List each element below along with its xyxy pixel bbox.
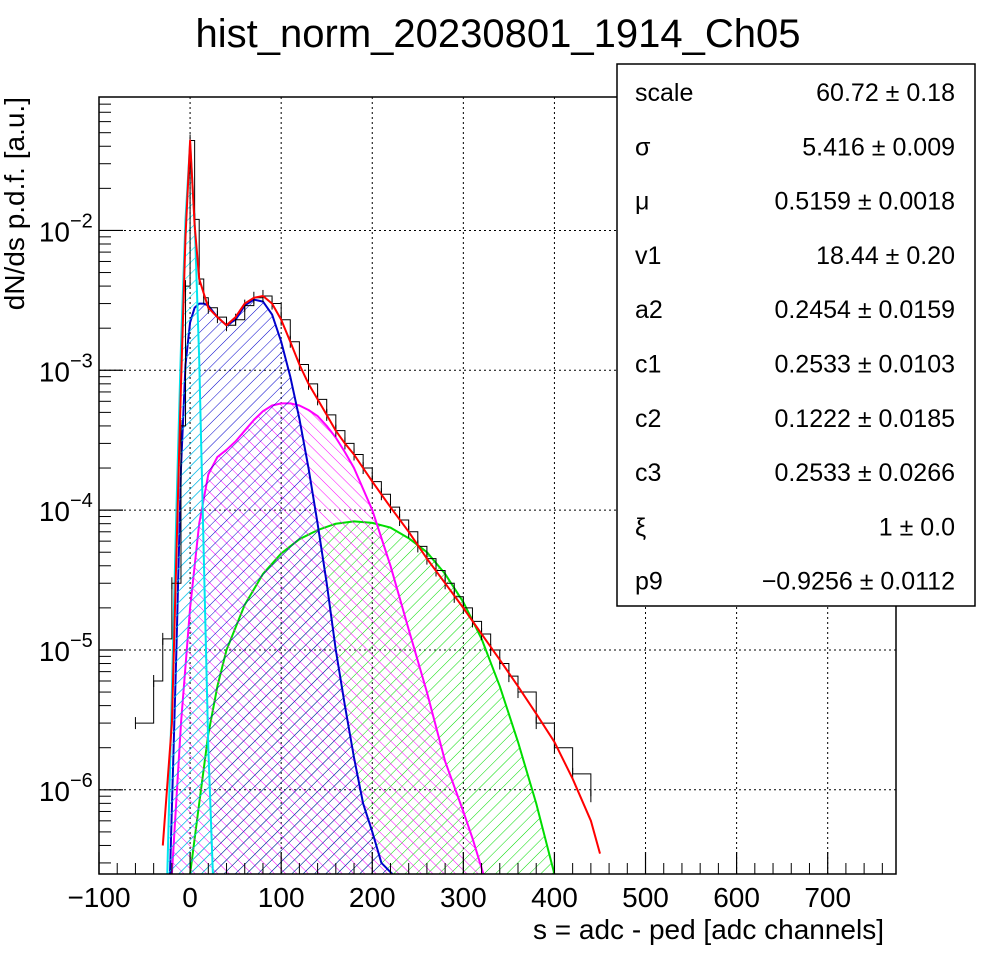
x-tick-label: 100 [258,882,305,913]
stats-param-name: scale [635,79,693,107]
stats-param-name: σ [635,133,651,161]
y-tick-label: 10 −6 [39,770,93,807]
chart-title: hist_norm_20230801_1914_Ch05 [196,12,801,56]
stats-box: scale 60.72 ± 0.18 σ 5.416 ± 0.009 μ 0.5159 ±… [616,63,976,607]
y-tick-base: 10 [39,776,70,807]
first-pe-component-fill [170,299,393,874]
y-tick-exponent: −5 [70,630,93,652]
x-tick-label: 500 [622,882,669,913]
x-tick-label: 300 [440,882,487,913]
stats-param-name: ξ [635,513,646,541]
x-tick-label: 400 [531,882,578,913]
y-tick-base: 10 [39,356,70,387]
stats-param-value: 18.44 ± 0.20 [816,242,955,270]
stats-param-value: 5.416 ± 0.009 [802,133,955,161]
stats-param-name: p9 [635,568,663,596]
series-layer [134,134,601,874]
stats-param-value: 60.72 ± 0.18 [816,79,955,107]
stats-box-frame [616,63,976,607]
x-tick-label: −100 [67,882,130,913]
x-tick-label: 600 [713,882,760,913]
y-tick-exponent: −3 [70,350,93,372]
pedestal-component-fill [167,143,213,874]
stats-param-name: c2 [635,405,661,433]
stats-param-value: 0.2533 ± 0.0103 [774,351,955,379]
total-fit-curve [161,139,601,854]
stats-param-value: 0.1222 ± 0.0185 [774,405,955,433]
y-tick-label: 10 −4 [39,490,93,527]
x-tick-label: 200 [349,882,396,913]
y-tick-exponent: −6 [70,770,93,792]
stats-param-name: a2 [635,296,663,324]
stats-param-value: −0.9256 ± 0.0112 [762,568,955,596]
stats-param-name: v1 [635,242,661,270]
y-tick-label: 10 −2 [39,210,93,247]
y-tick-base: 10 [39,496,70,527]
stats-param-value: 0.2533 ± 0.0266 [774,459,955,487]
y-tick-base: 10 [39,636,70,667]
stats-param-name: μ [635,188,649,216]
y-tick-label: 10 −3 [39,350,93,387]
axes: −100 0 100 200 300 400 500 600 70010−210−310−410… [39,96,883,913]
y-tick-label: 10 −5 [39,630,93,667]
y-tick-exponent: −2 [70,210,93,232]
x-axis-label: s = adc - ped [adc channels] [533,914,884,945]
x-tick-label: 700 [804,882,851,913]
stats-param-name: c3 [635,459,661,487]
stats-param-value: 0.5159 ± 0.0018 [774,188,955,216]
y-axis-label: dN/ds p.d.f. [a.u.] [0,97,30,310]
y-tick-exponent: −4 [70,490,93,512]
stats-param-name: c1 [635,351,661,379]
stats-param-value: 0.2454 ± 0.0159 [774,296,955,324]
x-tick-label: 0 [182,882,198,913]
stats-param-value: 1 ± 0.0 [879,513,955,541]
y-tick-base: 10 [39,216,70,247]
